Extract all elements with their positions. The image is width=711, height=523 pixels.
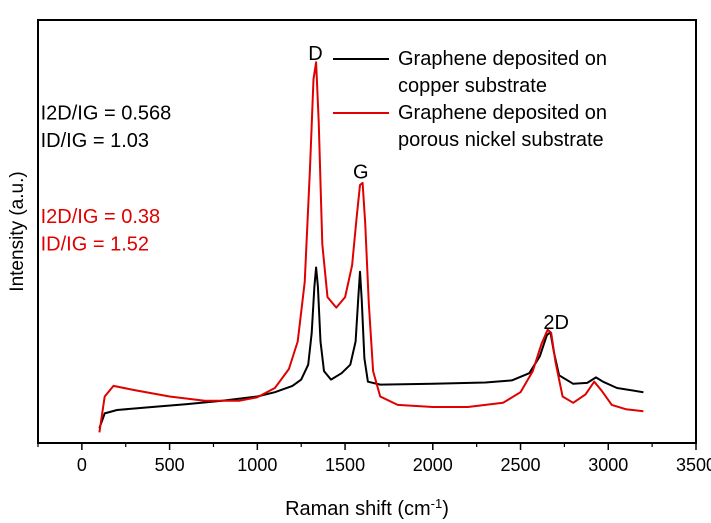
x-tick-label: 2000 [413, 455, 453, 475]
peak-label: 2D [543, 312, 569, 334]
ratio-annotation: I2D/IG = 0.38 [41, 206, 161, 228]
annotation-layer: D G 2D I2D/IG = 0.568 ID/IG = 1.03 I2D/IG = 0… [41, 43, 569, 334]
ratio-annotation: I2D/IG = 0.568 [41, 102, 172, 124]
x-tick-label: 3000 [588, 455, 628, 475]
series-layer [98, 61, 644, 433]
x-axis-label-end: ) [442, 498, 449, 520]
x-tick-label: 3500 [676, 455, 711, 475]
ratio-annotation: ID/IG = 1.03 [41, 130, 149, 152]
plot-border [37, 19, 697, 444]
y-axis-label: Intensity (a.u.) [7, 171, 28, 291]
legend-label: porous nickel substrate [398, 129, 604, 151]
legend: Graphene deposited on copper substrate Gra… [333, 48, 607, 151]
peak-label: D [308, 43, 322, 65]
legend-label: copper substrate [398, 75, 547, 97]
plot-frame [37, 19, 697, 444]
x-tick-label: 2500 [501, 455, 541, 475]
x-axis-label-main: Raman shift (cm [285, 498, 431, 520]
x-tick-label: 1500 [325, 455, 365, 475]
x-tick-label: 1000 [237, 455, 277, 475]
legend-label: Graphene deposited on [398, 102, 607, 124]
x-axis-ticks: 0 500 1000 1500 2000 2500 3000 3500 [37, 443, 711, 475]
peak-label: G [353, 162, 369, 184]
ratio-annotation: ID/IG = 1.52 [41, 234, 149, 256]
series-line-nickel [98, 61, 644, 433]
x-tick-label: 500 [155, 455, 185, 475]
x-axis-label-superscript: -1 [431, 496, 443, 511]
x-axis-label: Raman shift (cm-1) [285, 496, 449, 521]
legend-label: Graphene deposited on [398, 48, 607, 70]
x-tick-label: 0 [77, 455, 87, 475]
